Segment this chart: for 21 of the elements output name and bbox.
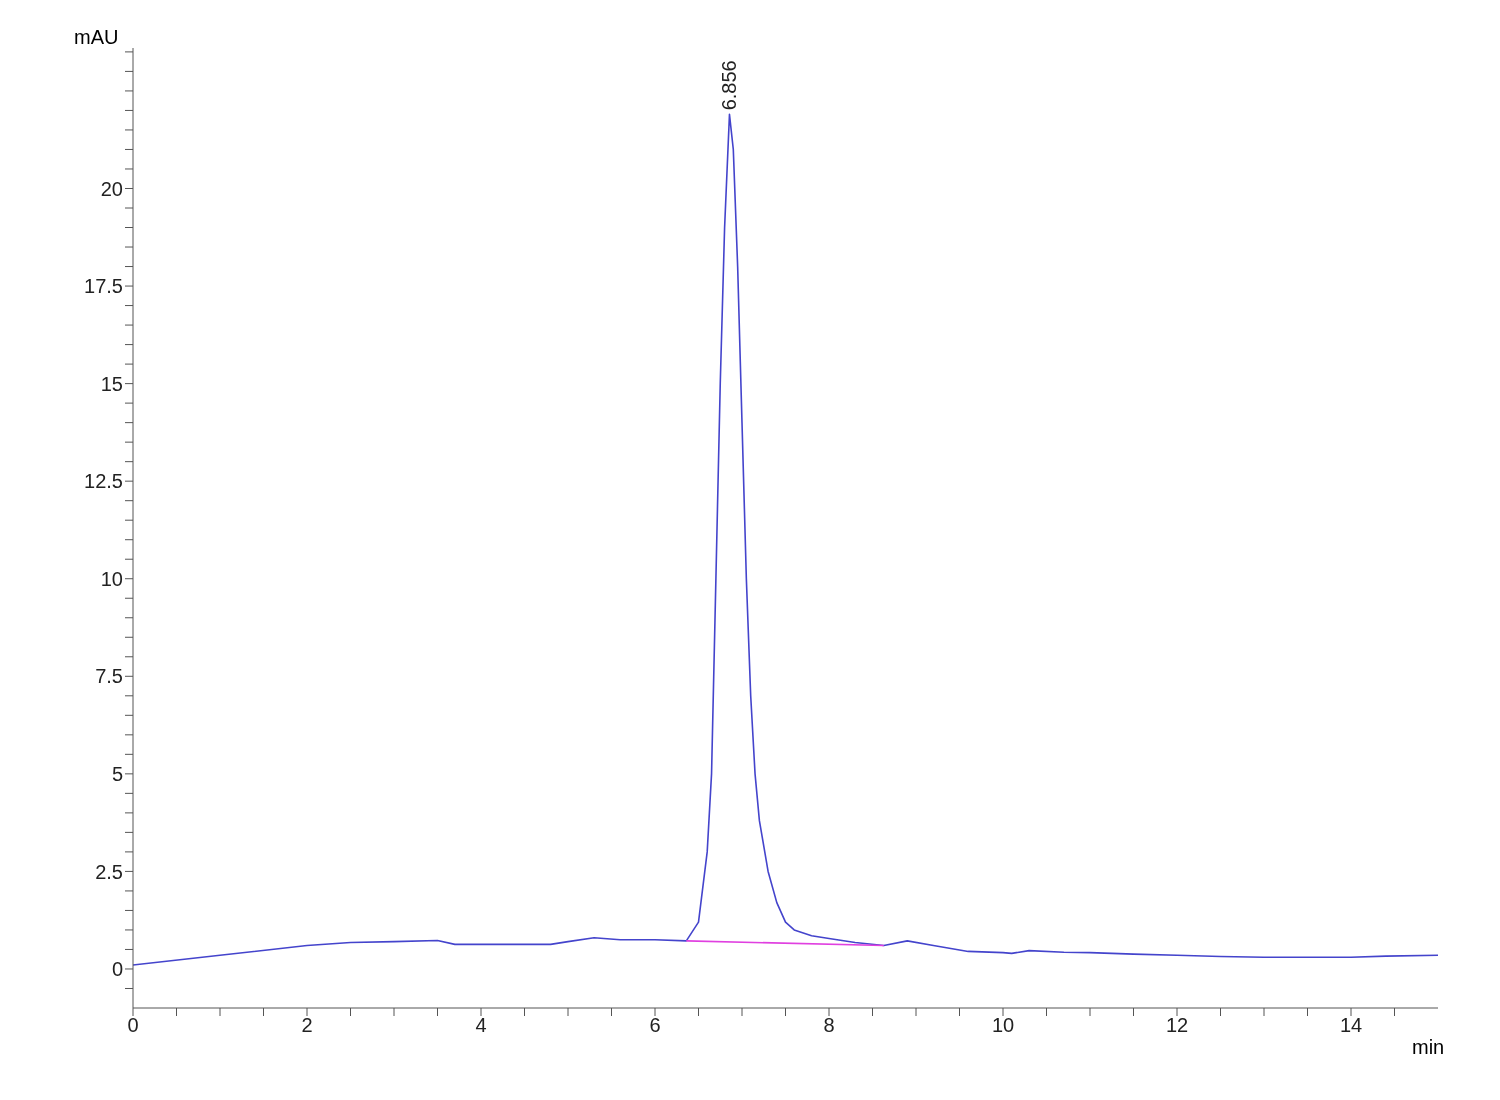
x-axis-title: min	[1412, 1036, 1445, 1059]
line-series	[133, 113, 1438, 966]
x-tick-label: 10	[991, 1014, 1015, 1037]
y-tick-label: 15	[100, 372, 123, 395]
y-tick-label: 10	[100, 567, 123, 590]
y-tick-label: 17.5	[84, 275, 123, 298]
y-tick-label: 20	[100, 177, 123, 200]
x-tick-label: 0	[127, 1014, 139, 1037]
y-tick-label: 0	[111, 958, 123, 981]
y-tick-label: 7.5	[95, 665, 123, 688]
x-tick-label: 14	[1339, 1014, 1363, 1037]
x-tick-label: 8	[823, 1014, 835, 1037]
x-tick-label: 6	[649, 1014, 661, 1037]
x-tick-label: 12	[1165, 1014, 1189, 1037]
y-tick-label: 12.5	[84, 470, 123, 493]
x-tick-label: 4	[475, 1014, 487, 1037]
y-axis-title: mAU	[74, 26, 119, 49]
y-tick-label: 5	[111, 762, 123, 785]
annotation: 6.856	[718, 60, 741, 111]
x-tick-label: 2	[301, 1014, 313, 1037]
y-tick-label: 2.5	[95, 860, 123, 883]
